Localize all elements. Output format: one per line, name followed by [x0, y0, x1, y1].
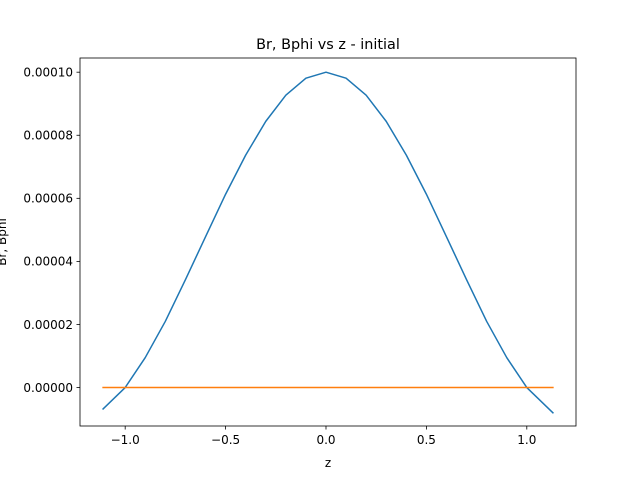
- series-line-1: [102, 71, 554, 414]
- x-tick-label: −1.0: [111, 433, 140, 447]
- x-tick-label: 1.0: [517, 433, 536, 447]
- x-tick-label: 0.5: [417, 433, 436, 447]
- x-axis: −1.0 −0.5 0.0 0.5 1.0: [111, 426, 536, 447]
- y-axis: 0.00000 0.00002 0.00004 0.00006 0.00008 0.000…: [23, 65, 80, 395]
- y-tick-label: 0.00000: [23, 381, 73, 395]
- y-tick-label: 0.00008: [23, 129, 73, 143]
- y-tick-label: 0.00002: [23, 318, 73, 332]
- series-layer: [102, 71, 554, 414]
- y-tick-label: 0.00004: [23, 255, 73, 269]
- y-axis-label: Br, Bphi: [0, 218, 9, 266]
- x-tick-label: −0.5: [211, 433, 240, 447]
- x-tick-label: 0.0: [316, 433, 335, 447]
- plot-frame: [79, 57, 577, 427]
- y-tick-label: 0.00010: [23, 65, 73, 79]
- chart-title: Br, Bphi vs z - initial: [256, 37, 400, 53]
- y-tick-label: 0.00006: [23, 192, 73, 206]
- x-axis-label: z: [325, 456, 331, 470]
